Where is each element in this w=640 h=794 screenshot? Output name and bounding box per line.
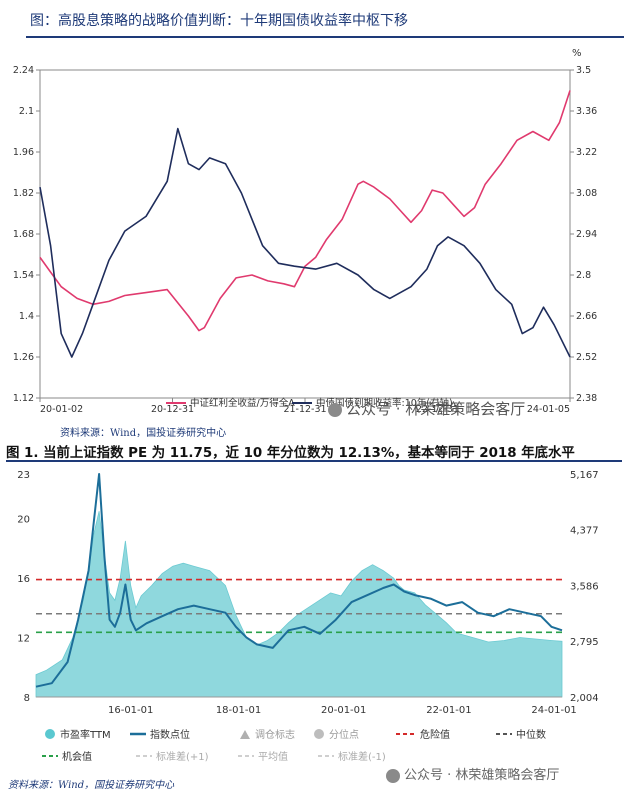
watermark: 公众号 · 林荣雄策略会客厅: [328, 398, 525, 419]
legend-item-mean: 平均值: [258, 750, 288, 763]
chart-2-rule: [6, 460, 622, 462]
title-rule: [26, 36, 624, 38]
legend-item-std-plus: 标准差(+1): [156, 750, 209, 763]
y-left-tick-label: 12: [17, 634, 30, 645]
x-tick-label: 20-12-31: [151, 404, 194, 415]
chart-1: 2.24 2.1 1.96 1.82 1.68 1.54 1.4 1.26 1.12 3.5 3.3…: [13, 48, 597, 415]
legend-1: 中证红利全收益/万得全A 中债国债到期收益率:10年(右轴): [166, 397, 453, 409]
series-bond-yield: [39, 127, 571, 358]
x-tick-label: 16-01-01: [108, 705, 153, 716]
y-left-tick-label: 1.96: [13, 147, 34, 158]
y-right-tick-label: 3.5: [576, 65, 591, 76]
x-tick-label: 22-12-31: [416, 404, 459, 415]
y-right-tick-label: 3.08: [576, 188, 597, 199]
top-title: 图：高股息策略的战略价值判断：十年期国债收益率中枢下移: [30, 13, 408, 29]
y-left-tick-label: 23: [17, 470, 30, 481]
legend-2: 市盈率TTM 指数点位 调仓标志 分位点 危险值 中位数 机会值 标准差(+1)…: [42, 728, 546, 763]
y-right-tick-label: 2.94: [576, 229, 597, 240]
chart-2-title: 图 1. 当前上证指数 PE 为 11.75，近 10 年分位数为 12.13%…: [6, 446, 575, 461]
y-right-tick-label: 2.66: [576, 311, 597, 322]
chart-2: 23 20 16 12 8 5,167 4,377 3,586 2,795 2,004 16-01-…: [17, 470, 599, 763]
y-left-tick-label: 2.1: [19, 106, 34, 117]
y-left-tick-label: 16: [17, 574, 30, 585]
legend-item-index: 指数点位: [150, 728, 190, 741]
x-tick-label: 21-12-31: [283, 404, 326, 415]
legend-item-median: 中位数: [516, 728, 546, 741]
legend-item-opportunity: 机会值: [62, 750, 92, 763]
x-tick-label: 20-01-01: [321, 705, 366, 716]
legend-item-std-minus: 标准差(-1): [338, 750, 386, 763]
x-tick-label: 18-01-01: [216, 705, 261, 716]
series-index-line: [35, 473, 563, 688]
y-left-tick-label: 1.82: [13, 188, 34, 199]
legend-item-percentile: 分位点: [329, 728, 359, 741]
legend-item-rebalance: 调仓标志: [255, 728, 295, 741]
y-left-tick-label: 1.4: [19, 311, 34, 322]
wechat-icon: [386, 768, 400, 783]
y-left-tick-label: 1.26: [13, 352, 34, 363]
right-axis-unit: %: [572, 48, 582, 59]
legend-item-pe: 市盈率TTM: [60, 728, 111, 741]
wechat-icon: [328, 402, 342, 417]
series-pe-area: [35, 511, 563, 698]
y-right-tick-label: 4,377: [570, 526, 599, 537]
x-tick-label: 20-01-02: [40, 404, 83, 415]
y-left-tick-label: 1.12: [13, 393, 34, 404]
watermark-2: 公众号 · 林荣雄策略会客厅: [386, 764, 559, 783]
y-left-tick-label: 8: [24, 693, 30, 704]
y-left-tick-label: 20: [17, 515, 30, 526]
x-tick-label: 22-01-01: [426, 705, 471, 716]
y-right-tick-label: 3.36: [576, 106, 597, 117]
series-dividend-ratio: [39, 90, 571, 332]
y-left-tick-label: 2.24: [13, 65, 34, 76]
y-right-tick-label: 3.22: [576, 147, 597, 158]
y-right-tick-label: 2.38: [576, 393, 597, 404]
source-note-1: 资料来源：Wind，国投证券研究中心: [60, 428, 227, 439]
legend-item-bond-yield: 中债国债到期收益率:10年(右轴): [316, 397, 453, 409]
y-right-tick-label: 2.8: [576, 270, 591, 281]
y-left-tick-label: 1.54: [13, 270, 34, 281]
source-note-2: 资料来源：Wind，国投证券研究中心: [8, 780, 175, 791]
legend-item-danger: 危险值: [420, 728, 450, 741]
x-tick-label: 24-01-01: [531, 705, 576, 716]
y-right-tick-label: 2,795: [570, 637, 599, 648]
legend-item-dividend: 中证红利全收益/万得全A: [190, 397, 295, 409]
y-right-tick-label: 5,167: [570, 470, 599, 481]
y-right-tick-label: 3,586: [570, 581, 599, 592]
x-tick-label: 24-01-05: [527, 404, 570, 415]
y-right-tick-label: 2,004: [570, 693, 599, 704]
y-left-tick-label: 1.68: [13, 229, 34, 240]
y-right-tick-label: 2.52: [576, 352, 597, 363]
